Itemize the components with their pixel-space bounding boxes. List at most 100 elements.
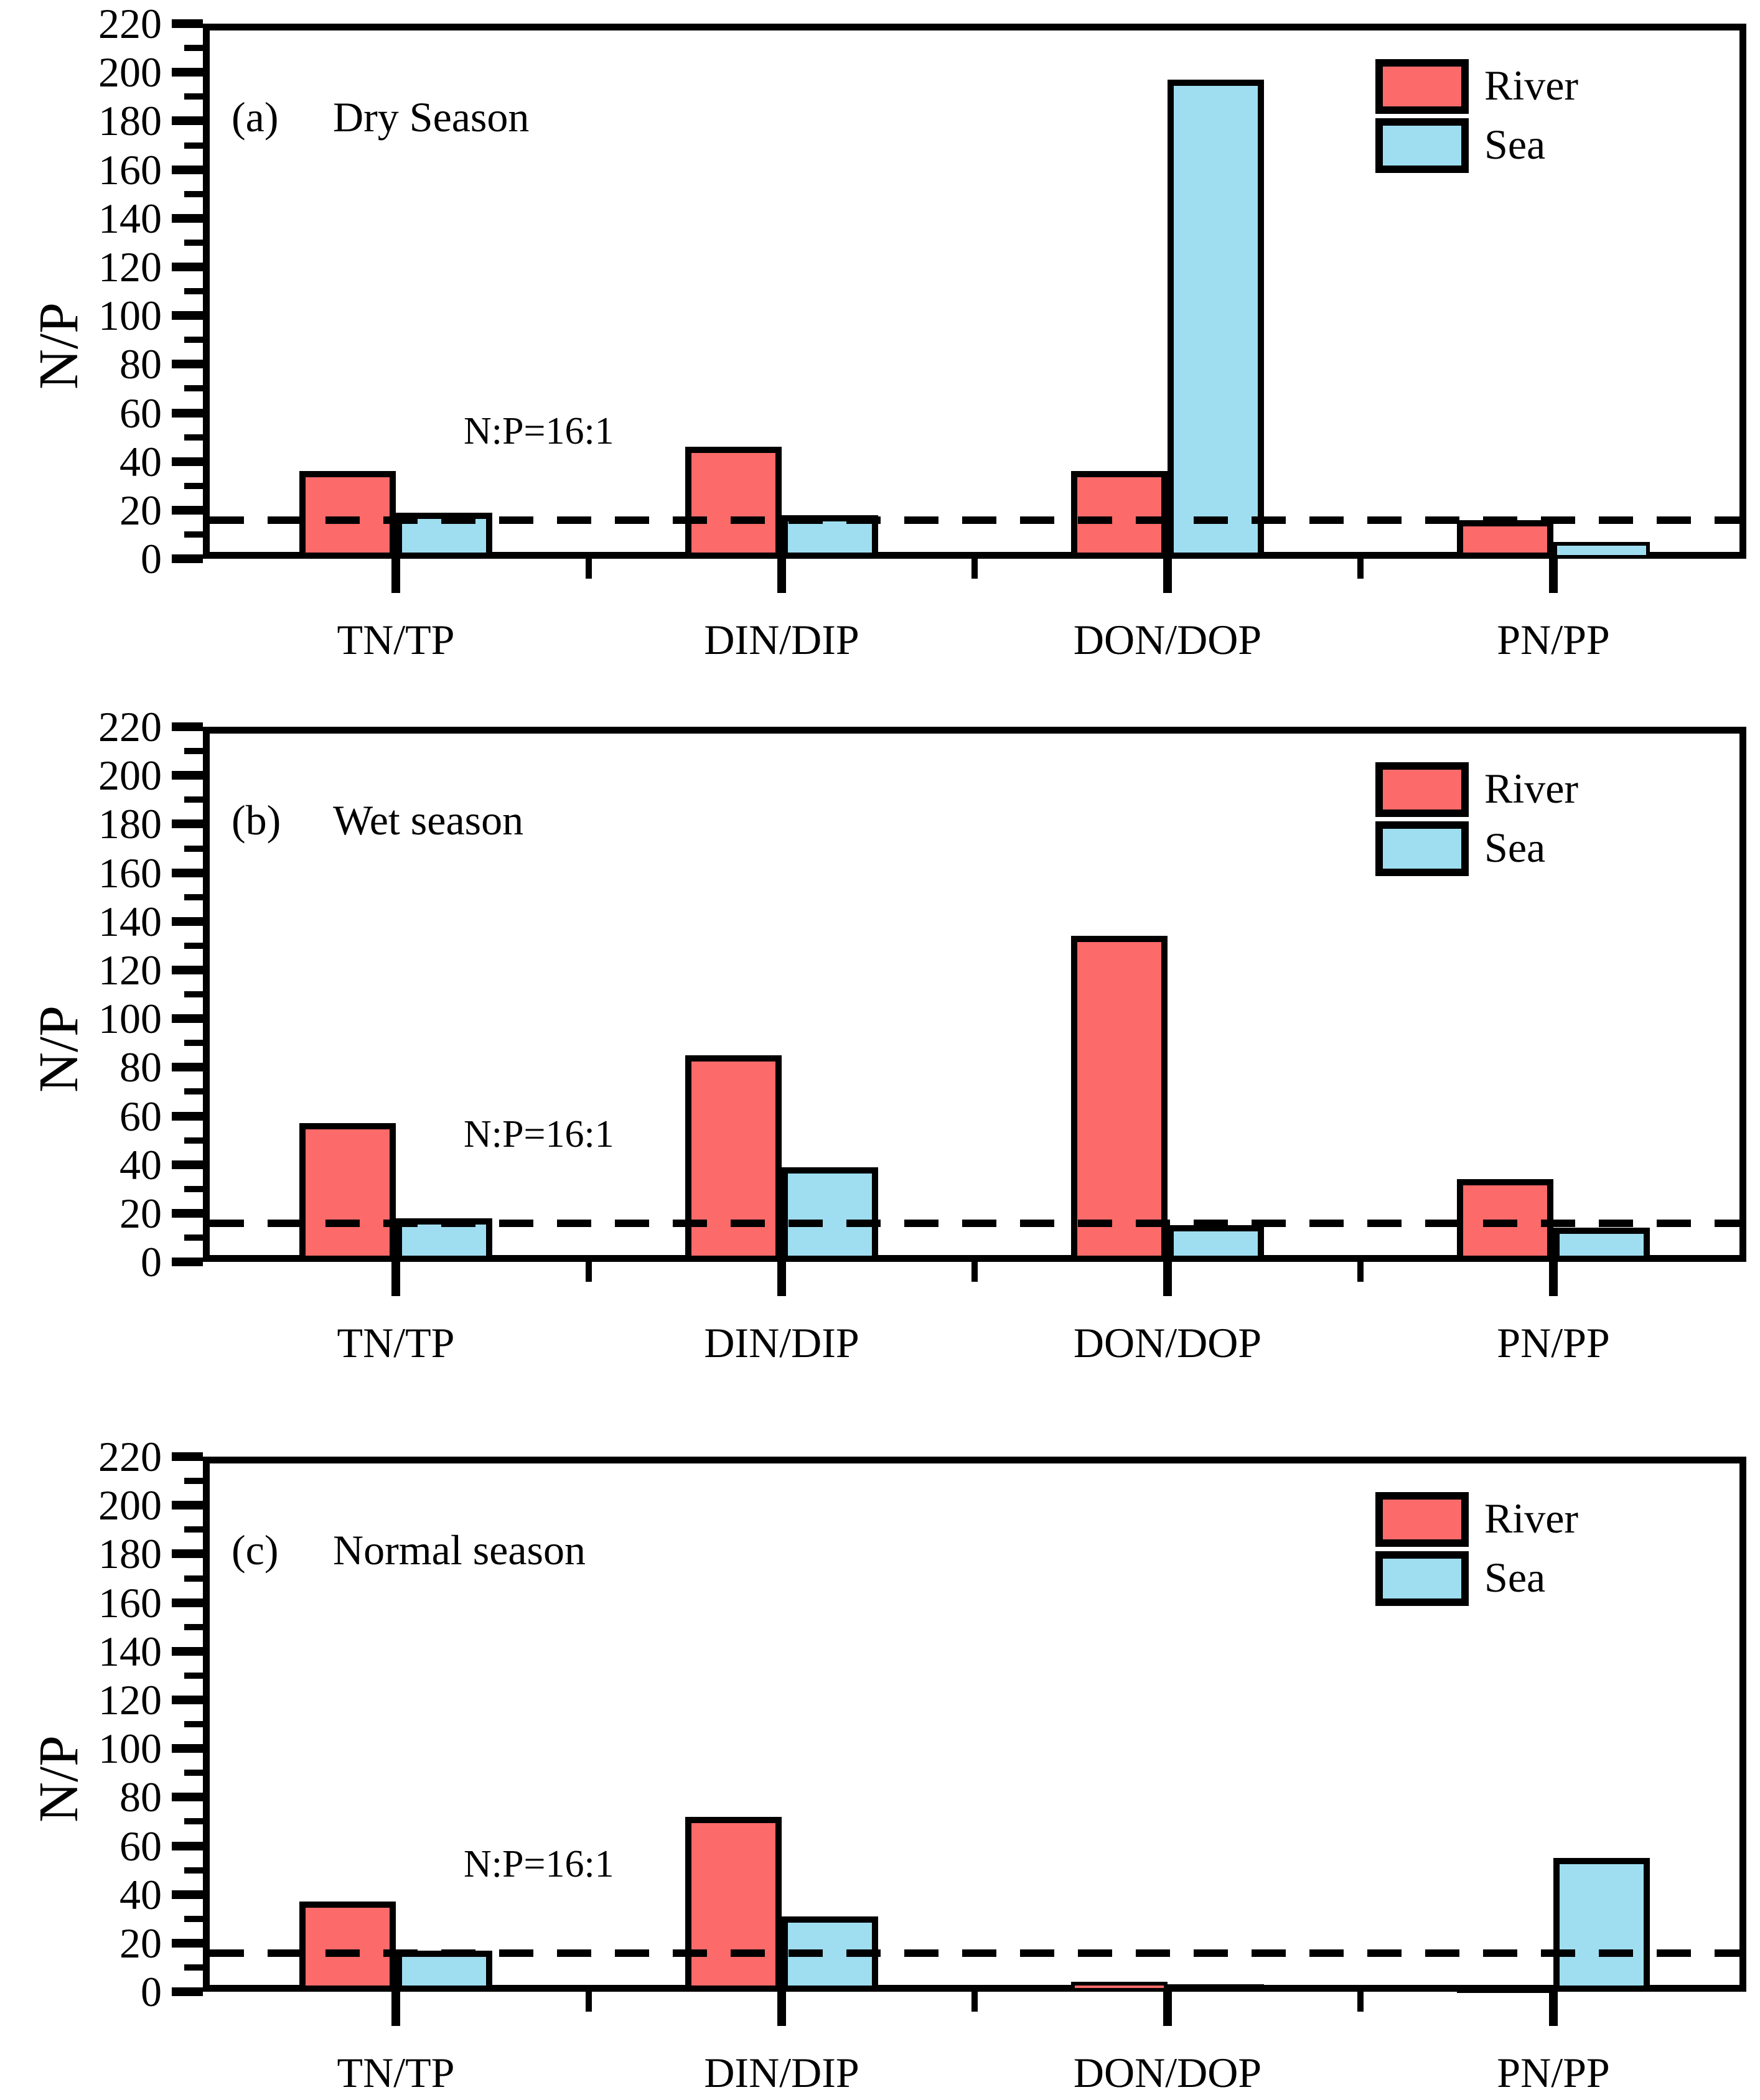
- y-minor-tick: [184, 845, 203, 852]
- y-major-tick: [172, 1744, 203, 1753]
- y-major-tick: [172, 116, 203, 126]
- y-tick-label: 160: [98, 146, 162, 194]
- y-major-tick: [172, 311, 203, 320]
- x-category-label: PN/PP: [1497, 616, 1610, 663]
- y-major-tick: [172, 965, 203, 974]
- y-minor-tick: [184, 894, 203, 900]
- y-major-tick: [172, 1646, 203, 1656]
- x-major-tick: [1549, 559, 1558, 593]
- y-major-tick: [172, 1549, 203, 1559]
- x-category-label: TN/TP: [337, 2049, 455, 2096]
- x-minor-tick: [1357, 1262, 1364, 1282]
- legend-label-sea: Sea: [1484, 121, 1546, 168]
- y-major-tick: [172, 554, 203, 563]
- bar-sea-pn-pp: [1553, 1858, 1650, 1992]
- y-minor-tick: [184, 1185, 203, 1192]
- x-category-label: PN/PP: [1497, 1319, 1610, 1366]
- y-minor-tick: [184, 1623, 203, 1630]
- y-major-tick: [172, 722, 203, 731]
- y-minor-tick: [184, 1234, 203, 1241]
- y-minor-tick: [184, 1915, 203, 1922]
- bar-sea-don-dop: [1168, 79, 1264, 559]
- legend-swatch-sea: [1375, 118, 1469, 173]
- y-minor-tick: [184, 288, 203, 294]
- y-tick-label: 200: [98, 49, 162, 96]
- x-category-label: PN/PP: [1497, 2049, 1610, 2096]
- y-major-tick: [172, 1111, 203, 1121]
- panel-label: (a): [232, 93, 279, 141]
- x-category-label: DON/DOP: [1073, 1319, 1262, 1366]
- y-tick-label: 0: [141, 535, 162, 582]
- y-tick-label: 140: [98, 194, 162, 242]
- y-major-tick: [172, 19, 203, 28]
- y-tick-label: 180: [98, 800, 162, 848]
- x-minor-tick: [586, 559, 592, 579]
- panel-label: (c): [232, 1526, 279, 1574]
- panel-title: Normal season: [333, 1526, 586, 1574]
- legend-label-sea: Sea: [1484, 1554, 1546, 1601]
- y-minor-tick: [184, 239, 203, 246]
- y-minor-tick: [184, 1526, 203, 1533]
- legend-swatch-sea: [1375, 821, 1469, 876]
- y-major-tick: [172, 1987, 203, 1996]
- y-major-tick: [172, 1208, 203, 1218]
- y-tick-label: 20: [119, 1919, 162, 1967]
- x-category-label: DIN/DIP: [704, 2049, 859, 2096]
- bar-river-don-dop: [1071, 936, 1168, 1262]
- x-major-tick: [1163, 559, 1172, 593]
- y-minor-tick: [184, 531, 203, 538]
- y-tick-label: 140: [98, 1627, 162, 1675]
- y-tick-label: 120: [98, 1676, 162, 1724]
- x-minor-tick: [971, 559, 978, 579]
- y-major-tick: [172, 1063, 203, 1072]
- y-major-tick: [172, 1938, 203, 1948]
- y-minor-tick: [184, 385, 203, 392]
- bar-river-don-dop: [1071, 471, 1168, 559]
- bar-river-don-dop: [1071, 1982, 1168, 1992]
- bar-river-din-dip: [685, 1055, 782, 1262]
- y-major-tick: [172, 917, 203, 926]
- y-major-tick: [172, 1890, 203, 1899]
- x-major-tick: [1163, 1992, 1172, 2026]
- legend-swatch-river: [1375, 1492, 1469, 1547]
- x-major-tick: [777, 1992, 786, 2026]
- y-tick-label: 40: [119, 1870, 162, 1918]
- y-tick-label: 140: [98, 897, 162, 945]
- y-tick-label: 120: [98, 946, 162, 994]
- reference-line-label: N:P=16:1: [464, 1843, 614, 1885]
- y-minor-tick: [184, 45, 203, 52]
- bar-river-tn-tp: [299, 1123, 396, 1262]
- y-minor-tick: [184, 190, 203, 197]
- reference-line: [210, 1219, 1739, 1227]
- x-category-label: TN/TP: [337, 616, 455, 663]
- bar-sea-din-dip: [782, 1167, 878, 1262]
- y-major-tick: [172, 1841, 203, 1850]
- y-major-tick: [172, 1695, 203, 1704]
- y-tick-label: 60: [119, 1822, 162, 1870]
- y-minor-tick: [184, 1770, 203, 1776]
- legend-label-river: River: [1484, 765, 1579, 812]
- bar-sea-don-dop: [1168, 1984, 1264, 1992]
- y-minor-tick: [184, 1964, 203, 1971]
- x-minor-tick: [1357, 559, 1364, 579]
- y-tick-label: 80: [119, 1043, 162, 1091]
- legend-label-river: River: [1484, 1495, 1579, 1542]
- y-tick-label: 180: [98, 1530, 162, 1578]
- x-major-tick: [391, 559, 400, 593]
- legend-swatch-river: [1375, 59, 1469, 114]
- x-minor-tick: [586, 1992, 592, 2012]
- y-tick-label: 20: [119, 486, 162, 534]
- y-minor-tick: [184, 1088, 203, 1095]
- y-major-tick: [172, 1501, 203, 1510]
- reference-line-label: N:P=16:1: [464, 410, 614, 452]
- y-tick-label: 180: [98, 97, 162, 145]
- y-tick-label: 60: [119, 1092, 162, 1140]
- y-major-tick: [172, 505, 203, 515]
- y-minor-tick: [184, 991, 203, 997]
- y-minor-tick: [184, 1672, 203, 1679]
- x-category-label: TN/TP: [337, 1319, 455, 1366]
- y-tick-label: 0: [141, 1968, 162, 2015]
- bar-sea-don-dop: [1168, 1225, 1264, 1262]
